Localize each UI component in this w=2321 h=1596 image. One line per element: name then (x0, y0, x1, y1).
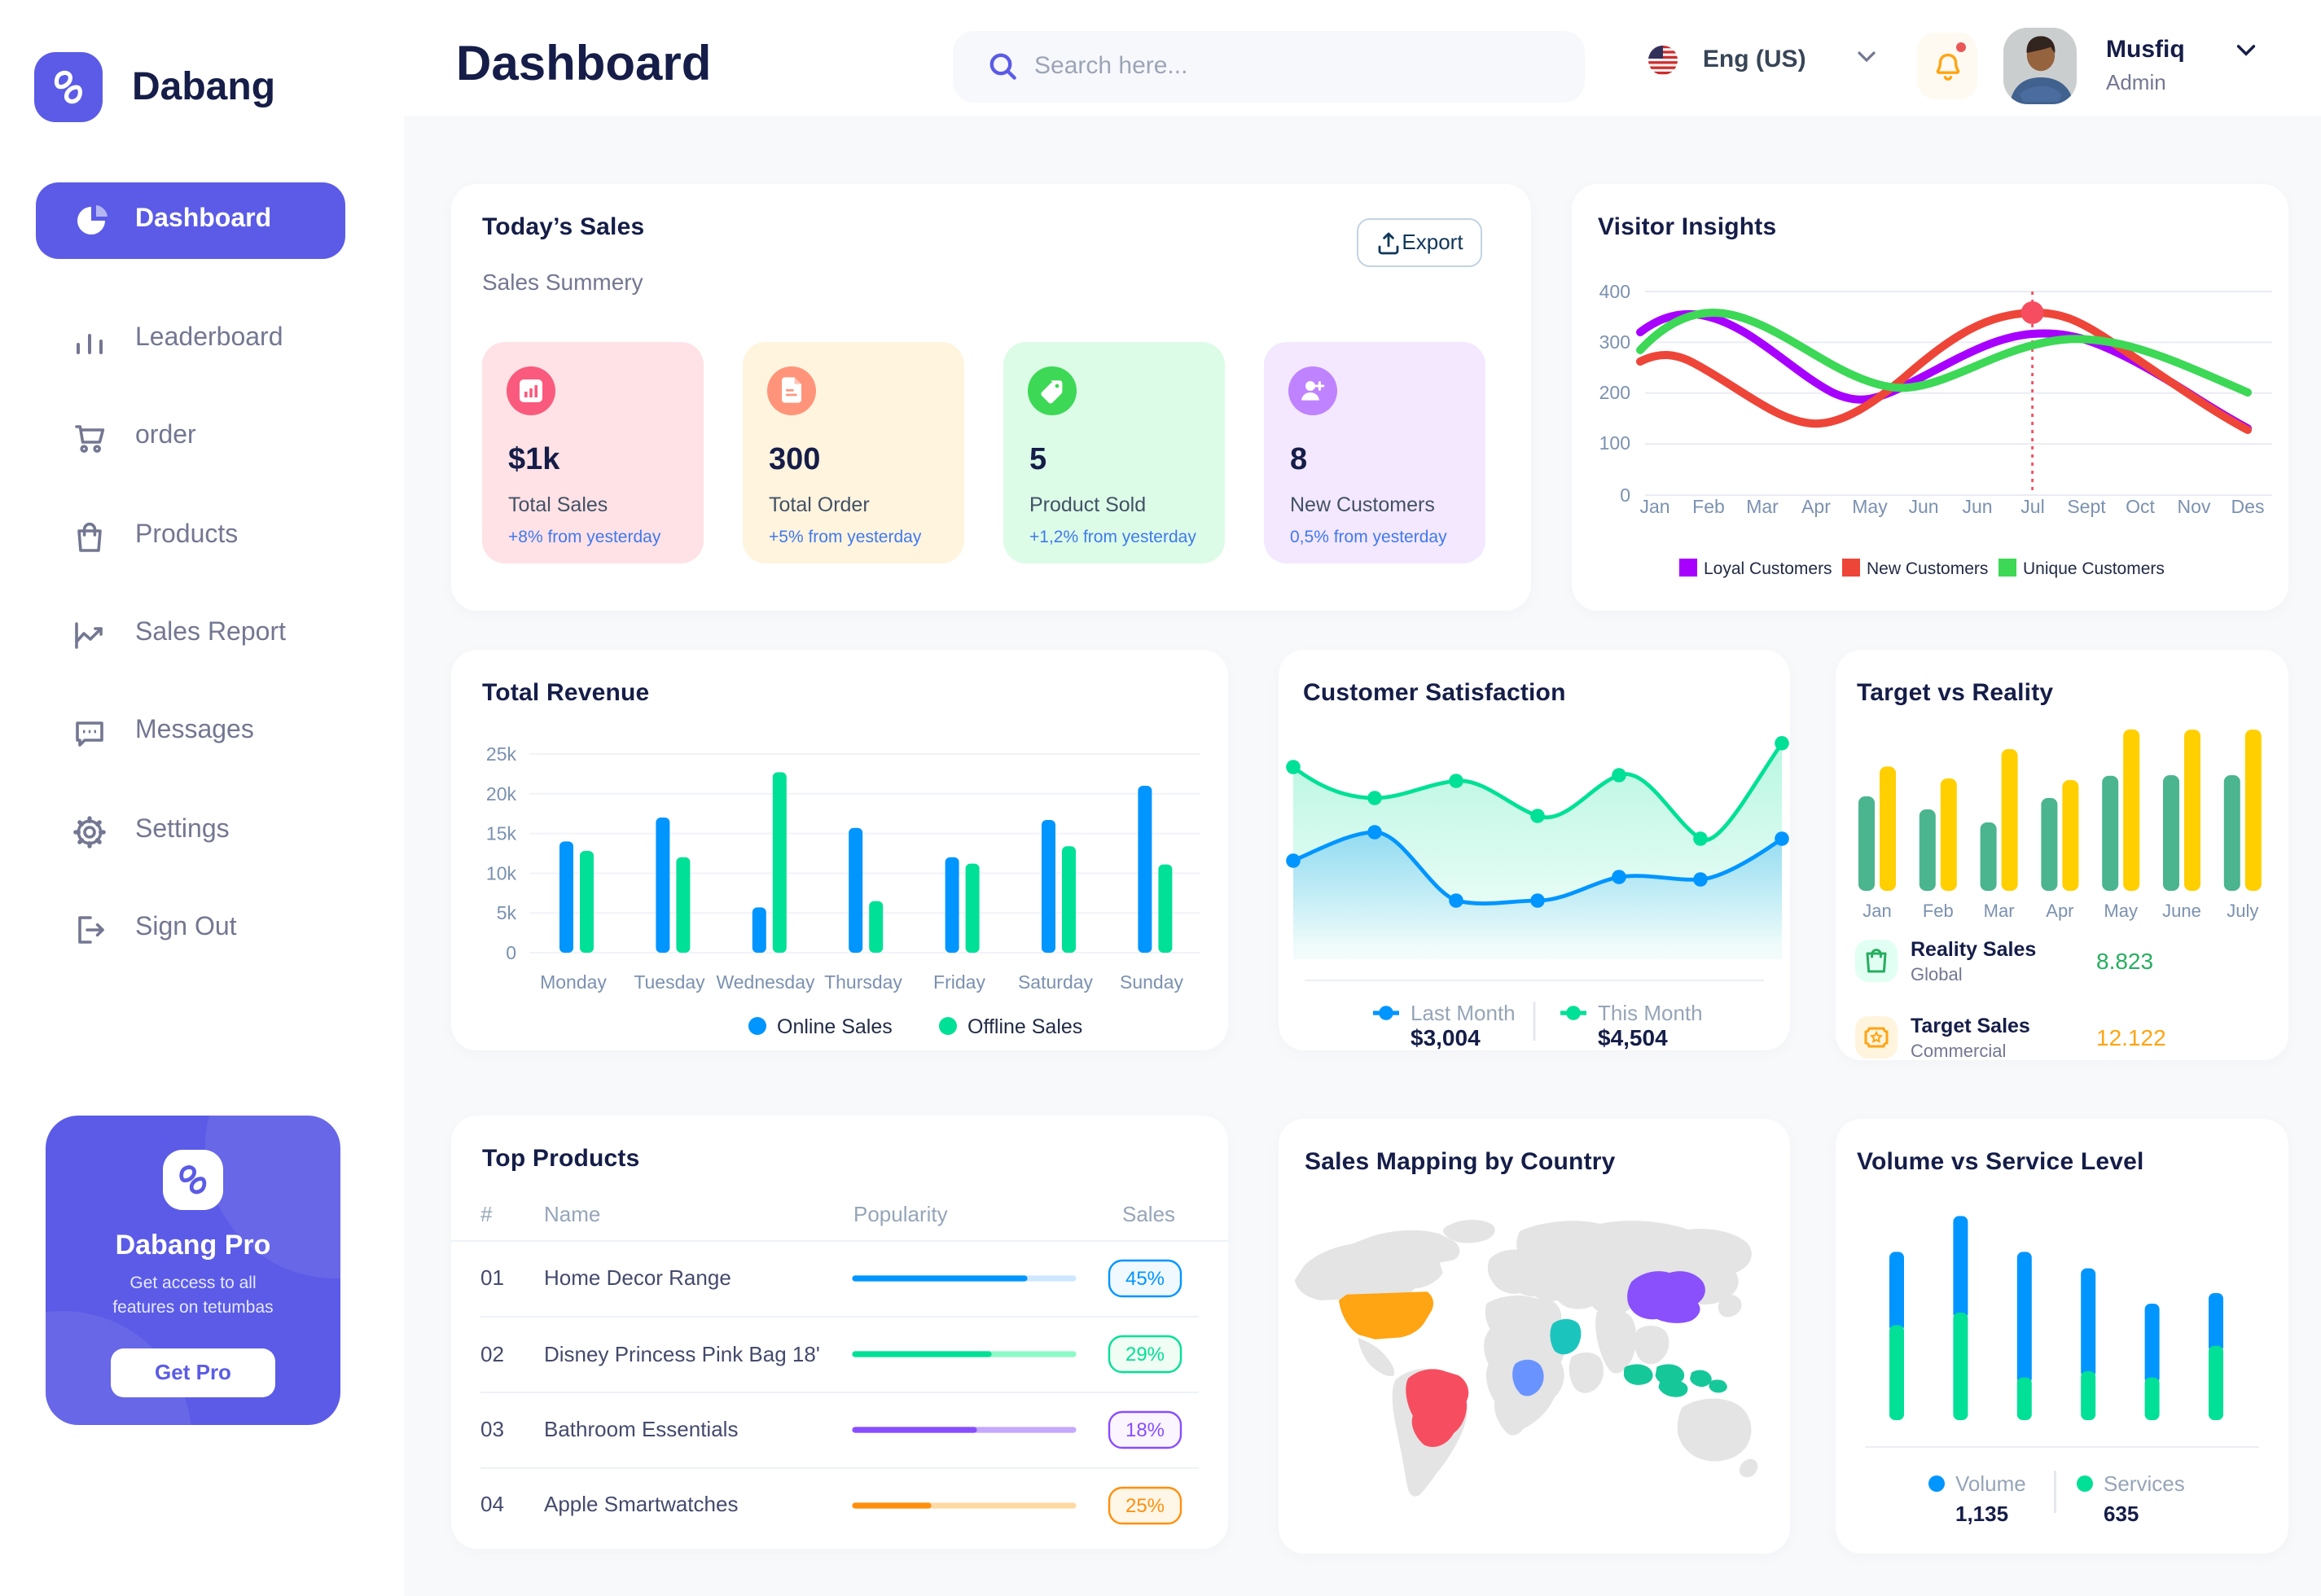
svg-text:1,135: 1,135 (1955, 1502, 2008, 1526)
svg-text:Wednesday: Wednesday (716, 971, 815, 993)
svg-text:0: 0 (506, 942, 516, 963)
svg-text:July: July (2227, 901, 2258, 921)
svg-text:29%: 29% (1125, 1344, 1165, 1366)
svg-text:10k: 10k (486, 862, 517, 884)
svg-text:Home Decor Range: Home Decor Range (544, 1265, 731, 1290)
svg-text:8.823: 8.823 (2096, 949, 2153, 974)
svg-text:Global: Global (1911, 964, 1963, 984)
svg-text:15k: 15k (486, 823, 517, 844)
svg-text:Popularity: Popularity (853, 1202, 948, 1226)
svg-text:Thursday: Thursday (824, 971, 902, 993)
svg-text:400: 400 (1599, 281, 1630, 302)
svg-text:$3,004: $3,004 (1411, 1025, 1481, 1050)
svg-text:Target Sales: Target Sales (1911, 1015, 2030, 1037)
svg-text:635: 635 (2104, 1502, 2139, 1526)
svg-text:Nov: Nov (2178, 496, 2211, 517)
svg-text:#: # (480, 1202, 493, 1226)
svg-text:Volume: Volume (1955, 1471, 2026, 1496)
svg-text:Apr: Apr (1801, 496, 1831, 517)
svg-text:25k: 25k (486, 743, 517, 765)
svg-text:Unique Customers: Unique Customers (2023, 559, 2165, 578)
svg-text:04: 04 (480, 1492, 504, 1516)
svg-text:100: 100 (1599, 432, 1630, 454)
svg-text:Jun: Jun (1962, 496, 1992, 517)
svg-text:Feb: Feb (1923, 901, 1954, 921)
svg-text:Jan: Jan (1639, 496, 1669, 517)
svg-text:5k: 5k (497, 902, 517, 923)
svg-text:Bathroom Essentials: Bathroom Essentials (544, 1417, 738, 1441)
svg-text:Sales: Sales (1122, 1202, 1175, 1226)
svg-text:Loyal Customers: Loyal Customers (1704, 559, 1832, 578)
svg-text:May: May (2104, 901, 2138, 921)
svg-text:New Customers: New Customers (1867, 559, 1988, 578)
svg-text:May: May (1852, 496, 1888, 517)
svg-text:25%: 25% (1125, 1495, 1165, 1517)
svg-text:200: 200 (1599, 382, 1630, 403)
svg-text:Saturday: Saturday (1018, 971, 1094, 993)
svg-text:300: 300 (1599, 331, 1630, 353)
svg-text:Sunday: Sunday (1120, 971, 1184, 993)
svg-text:Last Month: Last Month (1411, 1001, 1516, 1025)
svg-text:Jun: Jun (1908, 496, 1938, 517)
svg-text:02: 02 (480, 1342, 504, 1366)
svg-text:01: 01 (480, 1265, 504, 1290)
svg-text:Feb: Feb (1692, 496, 1725, 517)
svg-text:12.122: 12.122 (2096, 1025, 2166, 1050)
svg-text:Des: Des (2231, 496, 2265, 517)
svg-text:Mar: Mar (1746, 496, 1779, 517)
svg-text:Mar: Mar (1984, 901, 2015, 921)
svg-text:Sept: Sept (2067, 496, 2106, 517)
svg-text:Reality Sales: Reality Sales (1911, 938, 2036, 961)
svg-text:0: 0 (1620, 484, 1630, 506)
svg-text:18%: 18% (1125, 1419, 1165, 1441)
svg-text:Monday: Monday (540, 971, 607, 993)
svg-text:This Month: This Month (1598, 1001, 1703, 1025)
svg-text:Jul: Jul (2020, 496, 2044, 517)
svg-text:Commercial: Commercial (1911, 1041, 2006, 1060)
svg-text:45%: 45% (1125, 1268, 1165, 1290)
svg-text:Oct: Oct (2126, 496, 2155, 517)
svg-text:Disney Princess Pink Bag 18': Disney Princess Pink Bag 18' (544, 1342, 820, 1366)
svg-text:Offline Sales: Offline Sales (967, 1015, 1082, 1038)
svg-text:Name: Name (544, 1202, 600, 1226)
svg-text:Friday: Friday (933, 971, 985, 993)
svg-text:Jan: Jan (1863, 901, 1891, 921)
svg-text:$4,504: $4,504 (1598, 1025, 1668, 1050)
svg-text:June: June (2162, 901, 2201, 921)
svg-text:Services: Services (2104, 1471, 2185, 1496)
svg-text:03: 03 (480, 1417, 504, 1441)
svg-text:Online Sales: Online Sales (777, 1015, 893, 1038)
svg-text:Apple Smartwatches: Apple Smartwatches (544, 1492, 738, 1516)
svg-text:Apr: Apr (2046, 901, 2073, 921)
svg-text:Tuesday: Tuesday (634, 971, 705, 993)
svg-text:20k: 20k (486, 783, 517, 805)
